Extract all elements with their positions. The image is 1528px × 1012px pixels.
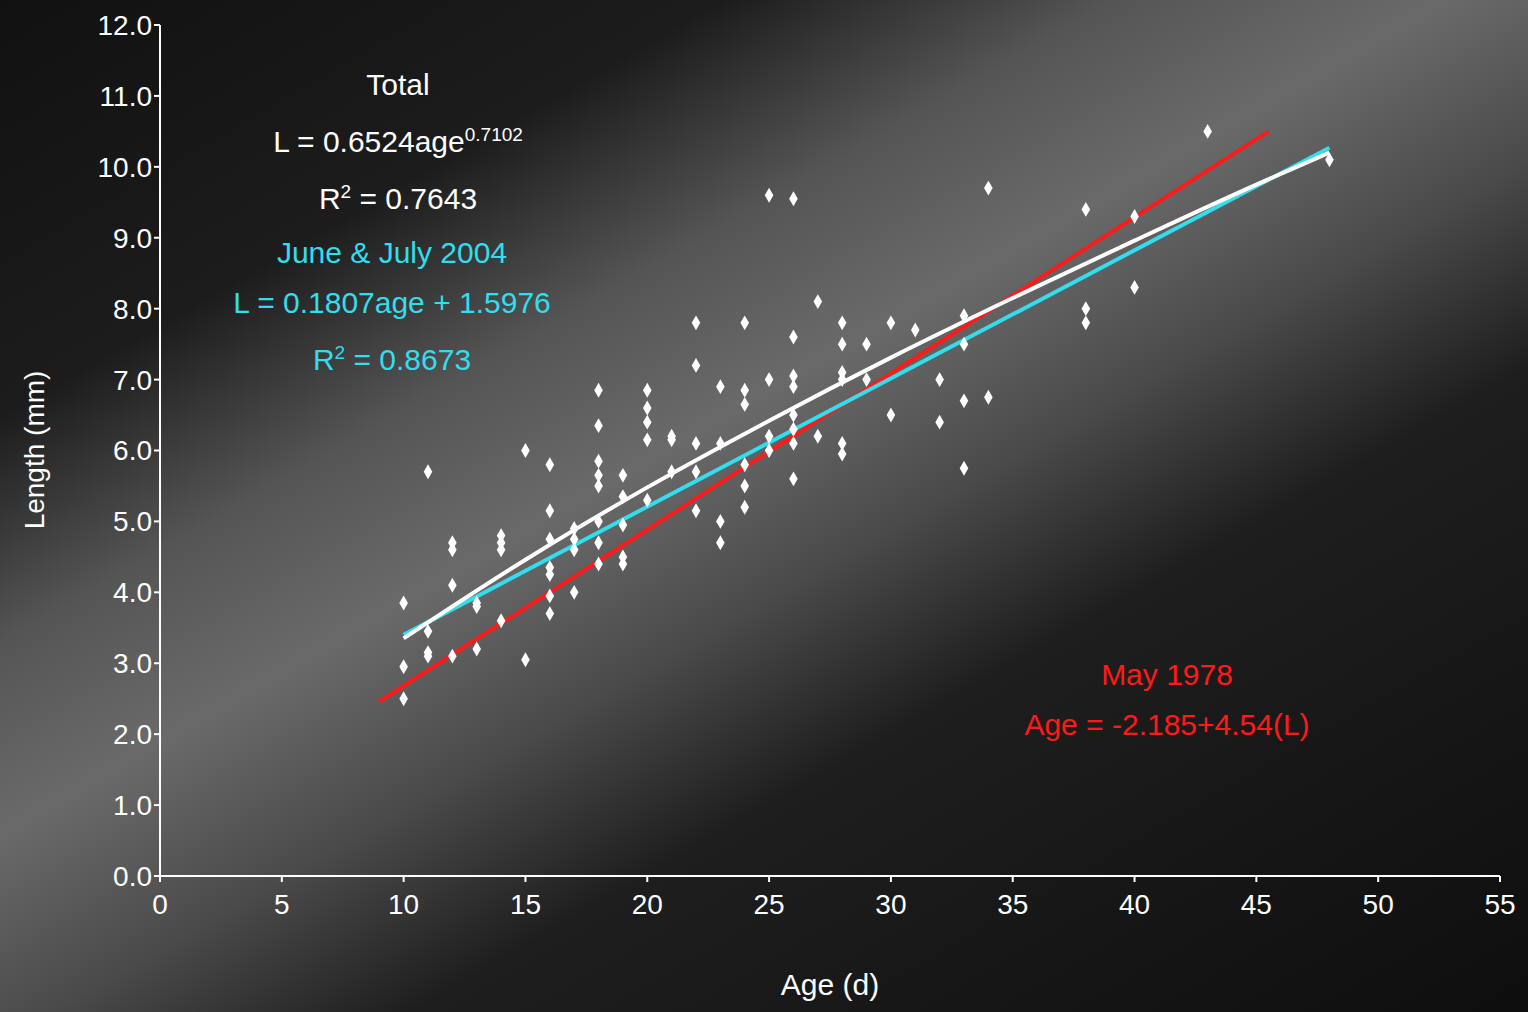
svg-text:0.0: 0.0 bbox=[113, 861, 152, 892]
svg-text:0: 0 bbox=[152, 889, 168, 920]
html-text:May 1978: May 1978 bbox=[1101, 658, 1233, 691]
html-text:Length (mm): Length (mm) bbox=[19, 370, 50, 530]
html-text:Age = -2.185+4.54(L): Age = -2.185+4.54(L) bbox=[1024, 708, 1310, 741]
html-text:Total: Total bbox=[366, 68, 430, 101]
svg-text:35: 35 bbox=[997, 889, 1028, 920]
svg-text:15: 15 bbox=[510, 889, 541, 920]
svg-text:9.0: 9.0 bbox=[113, 223, 152, 254]
svg-text:4.0: 4.0 bbox=[113, 577, 152, 608]
svg-text:55: 55 bbox=[1484, 889, 1515, 920]
html-text:L = 0.1807age + 1.5976: L = 0.1807age + 1.5976 bbox=[233, 286, 551, 319]
svg-text:6.0: 6.0 bbox=[113, 435, 152, 466]
svg-text:3.0: 3.0 bbox=[113, 648, 152, 679]
html-text:Age (d): Age (d) bbox=[780, 968, 880, 1001]
html-text:R2= 0.7643: R2= 0.7643 bbox=[318, 181, 478, 215]
svg-text:10: 10 bbox=[388, 889, 419, 920]
svg-text:50: 50 bbox=[1363, 889, 1394, 920]
svg-text:40: 40 bbox=[1119, 889, 1150, 920]
svg-text:25: 25 bbox=[754, 889, 785, 920]
svg-text:12.0: 12.0 bbox=[98, 10, 153, 41]
svg-text:5.0: 5.0 bbox=[113, 506, 152, 537]
svg-text:8.0: 8.0 bbox=[113, 294, 152, 325]
svg-text:1.0: 1.0 bbox=[113, 790, 152, 821]
svg-text:5: 5 bbox=[274, 889, 290, 920]
html-text:L = 0.6524age0.7102: L = 0.6524age0.7102 bbox=[273, 124, 523, 158]
html-text:June & July 2004: June & July 2004 bbox=[276, 236, 508, 269]
html-text:R2= 0.8673: R2= 0.8673 bbox=[312, 342, 472, 376]
svg-text:2.0: 2.0 bbox=[113, 719, 152, 750]
svg-text:20: 20 bbox=[632, 889, 663, 920]
svg-text:7.0: 7.0 bbox=[113, 365, 152, 396]
svg-text:30: 30 bbox=[875, 889, 906, 920]
svg-text:45: 45 bbox=[1241, 889, 1272, 920]
svg-text:10.0: 10.0 bbox=[98, 152, 153, 183]
svg-text:11.0: 11.0 bbox=[100, 81, 152, 112]
